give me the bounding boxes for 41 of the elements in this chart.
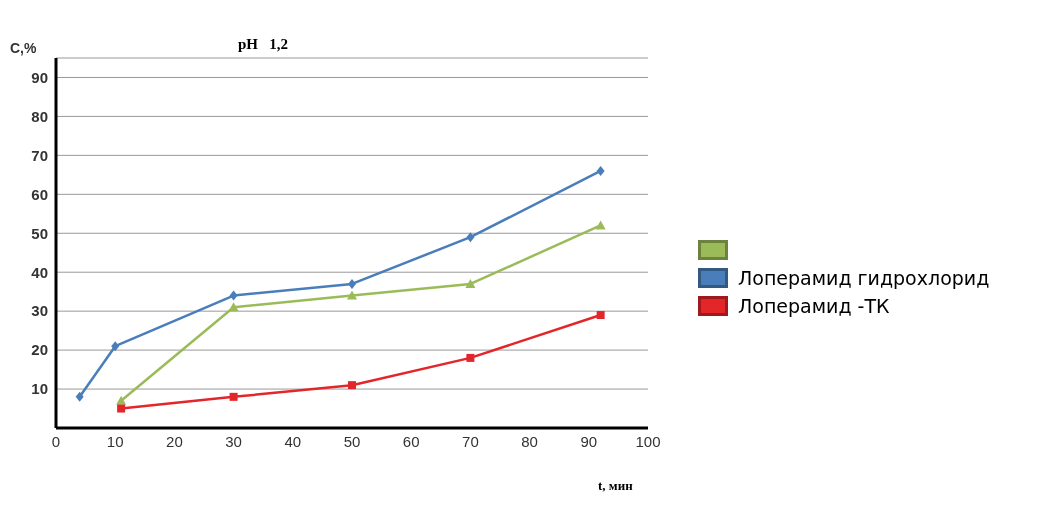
y-tick-label: 60 — [31, 185, 48, 203]
point — [229, 290, 238, 301]
chart-title: pH 1,2 — [238, 36, 289, 53]
point — [117, 404, 126, 413]
x-tick-label: 50 — [343, 432, 361, 450]
point — [111, 341, 120, 352]
y-tick-label: 30 — [31, 302, 48, 320]
point — [347, 290, 357, 300]
x-tick-label: 90 — [580, 432, 598, 450]
x-tick-label: 80 — [521, 432, 538, 450]
x-tick-label: 100 — [635, 432, 661, 450]
x-axis-title: t, мин — [598, 478, 633, 494]
y-tick-label: 10 — [31, 380, 48, 398]
y-tick-label: 80 — [31, 107, 48, 125]
point — [75, 391, 84, 402]
point — [595, 220, 606, 230]
x-tick-label: 20 — [166, 432, 183, 450]
point — [116, 395, 127, 405]
y-tick-label: 90 — [31, 68, 48, 86]
point — [596, 165, 605, 176]
y-tick-label: 20 — [31, 341, 48, 359]
point — [466, 353, 475, 362]
point — [466, 232, 475, 243]
point — [229, 392, 238, 401]
legend-label: Лоперамид -ТК — [738, 295, 890, 317]
legend-label: Лоперамид гидрохлорид — [738, 267, 990, 289]
x-tick-label: 40 — [284, 432, 302, 450]
x-tick-label: 0 — [51, 432, 61, 450]
y-tick-label: 70 — [31, 146, 48, 164]
point — [465, 278, 476, 288]
x-tick-label: 70 — [462, 432, 479, 450]
x-tick-label: 30 — [225, 432, 242, 450]
y-tick-label: 40 — [31, 263, 48, 281]
point — [596, 311, 605, 320]
point — [228, 302, 239, 312]
y-axis-title: C,% — [10, 40, 37, 56]
x-tick-label: 60 — [402, 432, 420, 450]
y-tick-label: 50 — [31, 224, 48, 242]
point — [348, 278, 356, 289]
point — [348, 381, 356, 390]
x-tick-label: 10 — [106, 432, 124, 450]
